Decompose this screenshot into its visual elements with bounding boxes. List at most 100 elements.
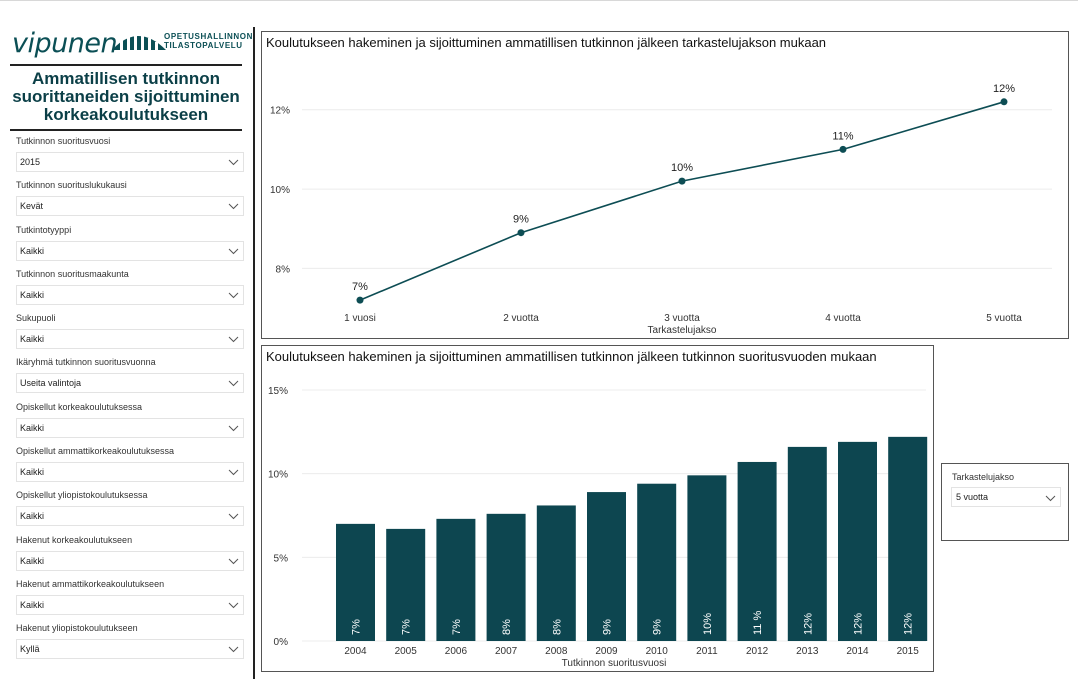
filter-dropdown[interactable]: Kaikki xyxy=(16,550,244,571)
y-tick-label: 15% xyxy=(268,386,288,397)
filter-dropdown[interactable]: Kaikki xyxy=(16,329,244,350)
data-label: 9% xyxy=(513,214,529,226)
x-tick-label: 1 vuosi xyxy=(344,313,376,324)
bar xyxy=(536,505,576,641)
filter-dropdown-value: Kaikki xyxy=(20,599,45,610)
x-tick-label: 2014 xyxy=(846,646,869,657)
logo-org-line1: OPETUSHALLINNON xyxy=(164,32,253,41)
x-tick-label: 2012 xyxy=(746,646,769,657)
filter-label: Hakenut ammattikorkeakoulutukseen xyxy=(16,578,165,589)
chevron-down-icon xyxy=(228,292,239,299)
y-tick-label: 0% xyxy=(274,637,289,648)
period-dropdown[interactable]: 5 vuotta xyxy=(951,487,1061,507)
y-tick-label: 12% xyxy=(270,106,290,117)
chevron-down-icon xyxy=(228,425,239,431)
bar xyxy=(737,461,777,641)
title-top-rule xyxy=(10,64,242,66)
line-chart-panel: Koulutukseen hakeminen ja sijoittuminen … xyxy=(261,31,1069,339)
x-axis-title: Tutkinnon suoritusvuosi xyxy=(562,658,667,669)
filter-dropdown-value: Useita valintoja xyxy=(20,378,82,389)
x-tick-label: 2015 xyxy=(897,646,920,657)
filter-label: Tutkinnon suoritusvuosi xyxy=(16,136,111,146)
filter-label: Hakenut yliopistokoulutukseen xyxy=(16,623,138,634)
bar-data-label: 7% xyxy=(401,619,413,635)
x-tick-label: 2010 xyxy=(646,646,669,657)
y-tick-label: 5% xyxy=(274,553,289,564)
filter-dropdown[interactable]: Useita valintoja xyxy=(16,373,244,394)
filter-item: Tutkinnon suoritusvuosi 2015 xyxy=(16,136,244,180)
chevron-down-icon xyxy=(228,248,239,254)
filter-dropdown[interactable]: Kaikki xyxy=(16,594,244,615)
y-tick-label: 10% xyxy=(270,185,290,196)
x-tick-label: 2013 xyxy=(796,646,819,657)
bar xyxy=(486,513,526,641)
filter-label: Ikäryhmä tutkinnon suoritusvuonna xyxy=(16,357,156,368)
filter-sidebar: vipunen OPETUSHALLINNON TILASTOPALVELU A… xyxy=(10,24,252,674)
period-slicer: Tarkastelujakso 5 vuotta xyxy=(941,463,1069,541)
x-tick-label: 4 vuotta xyxy=(825,313,861,324)
data-point xyxy=(517,229,525,237)
filter-dropdown-value: Kyllä xyxy=(20,644,40,655)
bar-data-label: 9% xyxy=(652,619,664,635)
filter-dropdown[interactable]: Kaikki xyxy=(16,417,244,438)
data-label: 7% xyxy=(352,281,368,293)
x-tick-label: 2008 xyxy=(545,646,568,657)
filter-dropdown[interactable]: Kaikki xyxy=(16,462,244,483)
filter-dropdown[interactable]: Kaikki xyxy=(16,506,244,527)
filter-item: Ikäryhmä tutkinnon suoritusvuonna Useita … xyxy=(16,357,244,401)
page-title-line2: suorittaneiden sijoittuminen xyxy=(12,87,240,106)
data-label: 10% xyxy=(671,162,693,174)
filter-label: Opiskellut ammattikorkeakoulutuksessa xyxy=(16,446,175,457)
data-label: 11% xyxy=(832,130,853,142)
chevron-down-icon xyxy=(228,646,239,653)
data-point xyxy=(678,177,686,185)
filter-item: Hakenut korkeakoulutukseen Kaikki xyxy=(16,535,244,579)
chevron-down-icon xyxy=(228,558,239,564)
bar xyxy=(838,441,877,641)
vipunen-logo: vipunen OPETUSHALLINNON TILASTOPALVELU xyxy=(12,26,252,59)
bar-data-label: 7% xyxy=(351,619,363,635)
x-axis-title: Tarkastelujakso xyxy=(648,325,717,336)
bar xyxy=(336,523,375,641)
line-chart-title: Koulutukseen hakeminen ja sijoittuminen … xyxy=(266,35,827,50)
filter-item: Opiskellut ammattikorkeakoulutuksessa Kai… xyxy=(16,446,244,490)
filter-dropdown-value: Kaikki xyxy=(20,289,45,300)
filter-item: Hakenut ammattikorkeakoulutukseen Kaikki xyxy=(16,579,244,623)
x-tick-label: 3 vuotta xyxy=(664,313,700,324)
x-tick-label: 2005 xyxy=(395,646,418,657)
bar-data-label: 8% xyxy=(501,619,513,635)
filter-dropdown-value: Kevät xyxy=(20,201,44,212)
filter-dropdown[interactable]: Kaikki xyxy=(16,284,244,305)
filter-dropdown-value: Kaikki xyxy=(20,245,45,256)
logo-org-line2: TILASTOPALVELU xyxy=(164,41,243,50)
bar-data-label: 7% xyxy=(451,619,463,635)
filter-dropdown[interactable]: Kevät xyxy=(16,196,244,217)
filter-item: Opiskellut yliopistokoulutuksessa Kaikki xyxy=(16,490,244,534)
chevron-down-icon xyxy=(1045,495,1056,502)
bar-chart-panel: Koulutukseen hakeminen ja sijoittuminen … xyxy=(261,345,934,672)
y-tick-label: 8% xyxy=(276,264,291,275)
chevron-down-icon xyxy=(228,469,239,476)
filter-dropdown[interactable]: Kaikki xyxy=(16,240,244,261)
data-point xyxy=(1000,98,1008,106)
filter-label: Hakenut korkeakoulutukseen xyxy=(16,534,133,545)
chevron-down-icon xyxy=(228,381,239,387)
filter-dropdown[interactable]: 2015 xyxy=(16,152,244,172)
bar xyxy=(436,518,476,641)
filter-item: Tutkintotyyppi Kaikki xyxy=(16,225,244,269)
filter-dropdown[interactable]: Kyllä xyxy=(16,639,244,660)
line-chart: 8% 10% 12% 7% 1 vuosi 9% 2 vuotta 10% 3 vuotta 11… xyxy=(270,83,1052,336)
x-tick-label: 2011 xyxy=(696,646,718,657)
logo-organisation: OPETUSHALLINNON TILASTOPALVELU xyxy=(164,32,253,50)
bar xyxy=(587,492,626,641)
page-title-line1: Ammatillisen tutkinnon xyxy=(32,69,220,88)
filter-item: Opiskellut korkeakoulutuksessa Kaikki xyxy=(16,402,244,446)
chevron-down-icon xyxy=(228,602,239,609)
filter-item: Tutkinnon suoritusmaakunta Kaikki xyxy=(16,269,244,313)
x-tick-label: 5 vuotta xyxy=(986,313,1022,324)
logo-wordmark: vipunen xyxy=(12,28,118,59)
x-tick-label: 2004 xyxy=(344,646,367,657)
data-label: 12% xyxy=(993,83,1015,95)
filter-item: Sukupuoli Kaikki xyxy=(16,313,244,357)
filter-dropdown-value: 2015 xyxy=(20,157,41,167)
